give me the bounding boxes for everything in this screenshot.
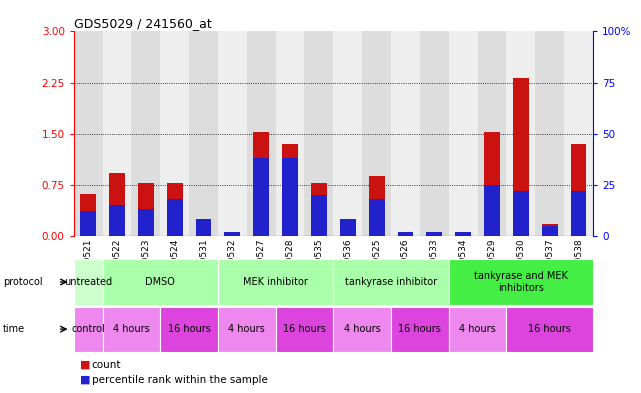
Bar: [196, 221, 212, 236]
Bar: [506, 307, 593, 352]
Bar: [362, 31, 391, 236]
Bar: [103, 259, 218, 305]
Bar: [131, 31, 160, 236]
Text: untreated: untreated: [64, 277, 112, 287]
Bar: [167, 199, 183, 236]
Text: tankyrase and MEK
inhibitors: tankyrase and MEK inhibitors: [474, 271, 568, 293]
Bar: [160, 307, 218, 352]
Bar: [397, 233, 413, 236]
Bar: [484, 185, 500, 236]
Text: count: count: [92, 360, 121, 370]
Bar: [391, 31, 420, 236]
Bar: [513, 191, 529, 236]
Text: ■: ■: [80, 360, 90, 370]
Bar: [542, 224, 558, 236]
Bar: [109, 205, 125, 236]
Bar: [449, 307, 506, 352]
Text: ■: ■: [80, 375, 90, 385]
Bar: [138, 209, 154, 236]
Bar: [74, 259, 103, 305]
Bar: [333, 31, 362, 236]
Text: GDS5029 / 241560_at: GDS5029 / 241560_at: [74, 17, 212, 30]
Bar: [570, 144, 587, 236]
Bar: [253, 132, 269, 236]
Bar: [513, 78, 529, 236]
Bar: [535, 31, 564, 236]
Bar: [311, 183, 327, 236]
Text: 4 hours: 4 hours: [459, 324, 496, 334]
Text: time: time: [3, 324, 26, 334]
Bar: [506, 31, 535, 236]
Bar: [369, 176, 385, 236]
Text: MEK inhibitor: MEK inhibitor: [243, 277, 308, 287]
Bar: [218, 259, 333, 305]
Bar: [282, 144, 298, 236]
Bar: [103, 307, 160, 352]
Bar: [196, 219, 212, 236]
Bar: [74, 31, 103, 236]
Bar: [167, 183, 183, 236]
Bar: [426, 232, 442, 236]
Bar: [160, 31, 189, 236]
Bar: [218, 307, 276, 352]
Text: 16 hours: 16 hours: [399, 324, 441, 334]
Bar: [449, 259, 593, 305]
Text: percentile rank within the sample: percentile rank within the sample: [92, 375, 267, 385]
Bar: [311, 195, 327, 236]
Bar: [340, 229, 356, 236]
Bar: [333, 259, 449, 305]
Bar: [276, 307, 333, 352]
Bar: [80, 211, 96, 236]
Bar: [138, 183, 154, 236]
Bar: [397, 232, 413, 236]
Text: 16 hours: 16 hours: [528, 324, 571, 334]
Bar: [276, 31, 304, 236]
Bar: [420, 31, 449, 236]
Bar: [304, 31, 333, 236]
Bar: [224, 233, 240, 236]
Bar: [218, 31, 247, 236]
Bar: [80, 194, 96, 236]
Bar: [103, 31, 131, 236]
Bar: [282, 158, 298, 236]
Bar: [74, 307, 103, 352]
Bar: [109, 173, 125, 236]
Bar: [253, 158, 269, 236]
Bar: [542, 226, 558, 236]
Bar: [247, 31, 276, 236]
Text: 16 hours: 16 hours: [283, 324, 326, 334]
Text: 4 hours: 4 hours: [344, 324, 381, 334]
Bar: [333, 307, 391, 352]
Bar: [455, 233, 471, 236]
Text: 4 hours: 4 hours: [113, 324, 150, 334]
Text: control: control: [71, 324, 105, 334]
Bar: [484, 132, 500, 236]
Bar: [478, 31, 506, 236]
Bar: [426, 232, 442, 236]
Bar: [224, 232, 240, 236]
Text: protocol: protocol: [3, 277, 43, 287]
Bar: [455, 232, 471, 236]
Text: 4 hours: 4 hours: [228, 324, 265, 334]
Bar: [570, 191, 587, 236]
Bar: [391, 307, 449, 352]
Bar: [189, 31, 218, 236]
Bar: [340, 219, 356, 236]
Text: DMSO: DMSO: [146, 277, 175, 287]
Text: tankyrase inhibitor: tankyrase inhibitor: [345, 277, 437, 287]
Bar: [564, 31, 593, 236]
Bar: [449, 31, 478, 236]
Text: 16 hours: 16 hours: [168, 324, 210, 334]
Bar: [369, 199, 385, 236]
